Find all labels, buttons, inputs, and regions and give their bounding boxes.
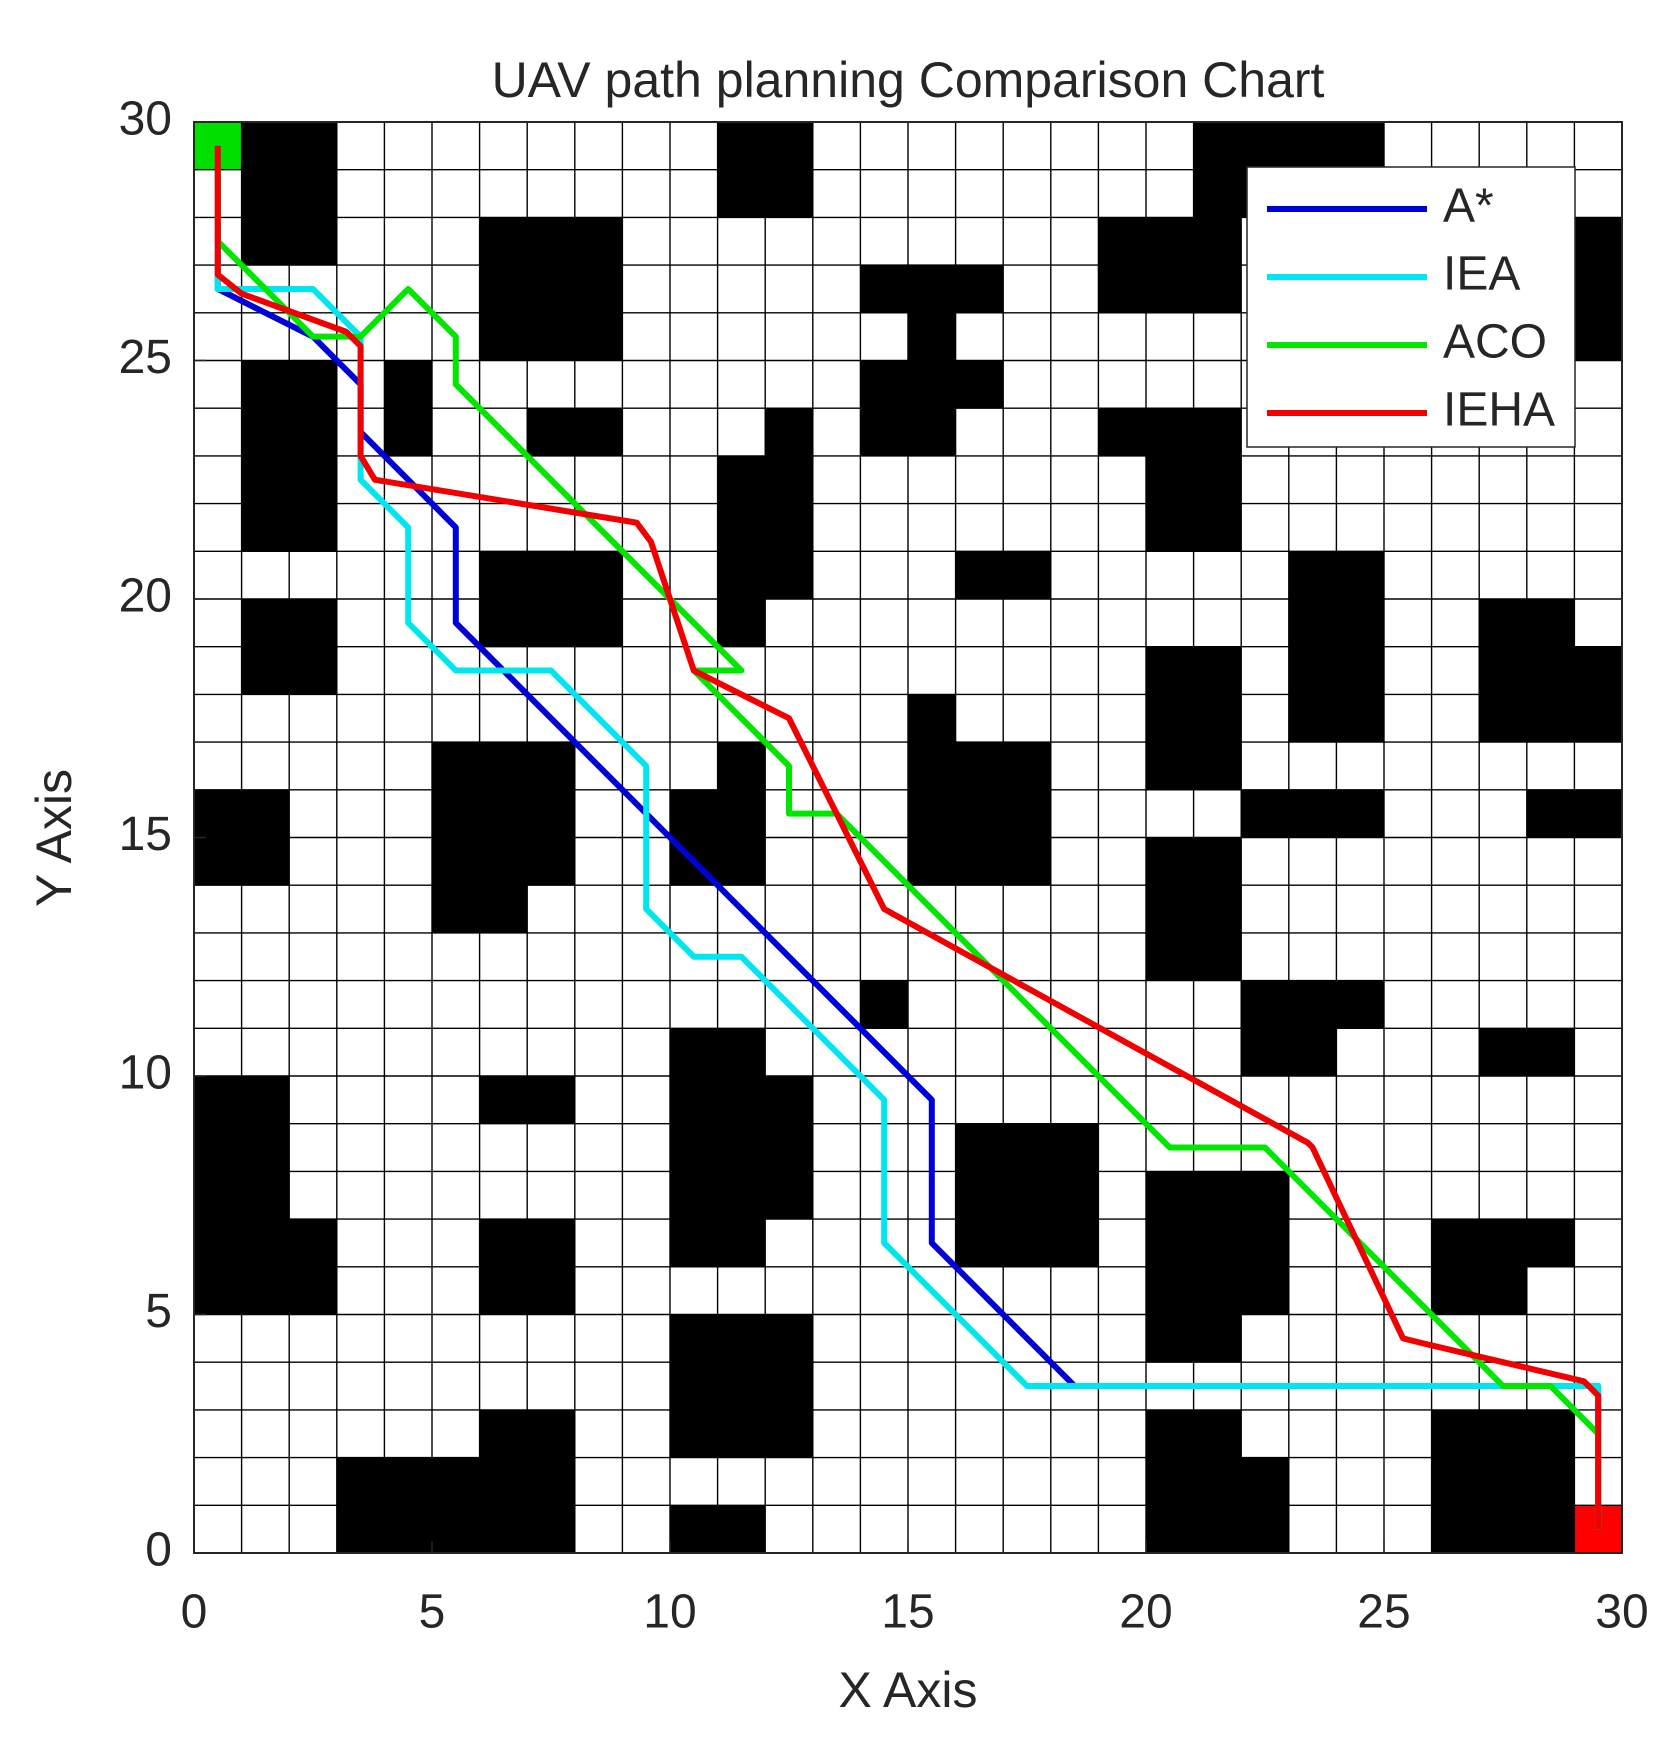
obstacle <box>1241 789 1384 838</box>
y-tick-label: 25 <box>119 331 172 384</box>
obstacle <box>1241 980 1384 1029</box>
obstacle <box>1431 1219 1575 1267</box>
obstacle <box>1146 1171 1289 1315</box>
obstacle <box>670 1076 813 1220</box>
obstacle <box>955 1123 1099 1267</box>
legend: A* IEA ACO IEHA <box>1246 166 1576 448</box>
obstacle <box>1431 1409 1575 1553</box>
x-tick-label: 15 <box>881 1586 934 1639</box>
obstacle <box>479 217 623 361</box>
legend-label: IEHA <box>1443 384 1555 437</box>
obstacle <box>432 742 575 886</box>
obstacle <box>860 360 1004 409</box>
legend-box <box>1246 166 1576 448</box>
obstacle <box>908 742 1051 886</box>
y-tick-label: 30 <box>119 93 172 146</box>
path-line <box>214 145 1602 1530</box>
obstacle <box>860 265 1004 313</box>
y-tick-label: 0 <box>145 1524 172 1577</box>
x-tick-label: 5 <box>419 1586 446 1639</box>
x-tick-label: 10 <box>643 1586 696 1639</box>
y-tick-label: 5 <box>145 1285 172 1338</box>
obstacle <box>670 1314 813 1458</box>
y-tick-label: 20 <box>119 570 172 623</box>
y-tick-label: 10 <box>119 1047 172 1100</box>
obstacle <box>717 599 766 647</box>
x-tick-label: 20 <box>1119 1586 1172 1639</box>
x-axis-label: X Axis <box>839 1662 978 1718</box>
x-tick-label: 0 <box>181 1586 208 1639</box>
y-tick-label: 15 <box>119 808 172 861</box>
path-line <box>214 145 1602 1530</box>
legend-label: IEA <box>1443 248 1520 301</box>
x-tick-label: 25 <box>1357 1586 1410 1639</box>
obstacle <box>717 742 766 790</box>
y-axis-label: Y Axis <box>26 769 82 907</box>
obstacle <box>908 694 956 743</box>
obstacle <box>765 408 813 456</box>
x-tick-label: 30 <box>1595 1586 1648 1639</box>
legend-label: A* <box>1443 180 1494 233</box>
obstacle <box>908 312 956 361</box>
chart-title: UAV path planning Comparison Chart <box>492 52 1325 108</box>
obstacle <box>860 980 908 1029</box>
legend-label: ACO <box>1443 316 1547 369</box>
obstacle <box>1098 408 1242 456</box>
obstacle <box>1574 217 1622 361</box>
